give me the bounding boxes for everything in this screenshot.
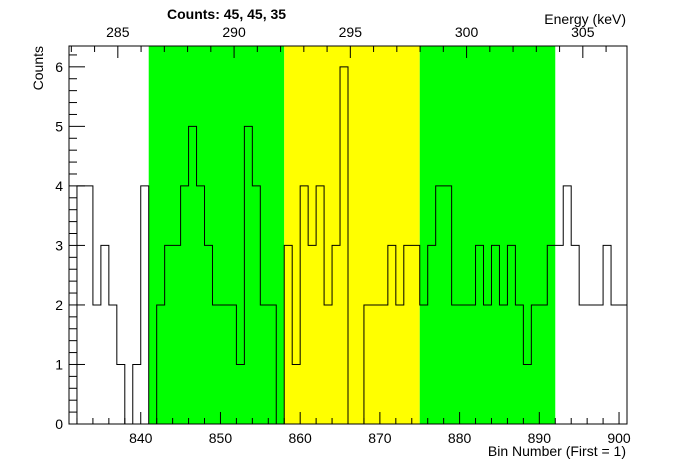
x-tick-label: 890 — [528, 430, 552, 446]
highlight-regions — [148, 46, 556, 424]
x-tick-label: 870 — [368, 430, 392, 446]
histogram-outline — [69, 66, 628, 425]
region-1 — [284, 46, 420, 424]
region-0 — [148, 46, 285, 424]
y-tick-label: 3 — [55, 237, 63, 253]
x2-tick-label: 285 — [106, 24, 130, 40]
top-axis-ticks: 285 290 295 300 305 — [70, 24, 607, 58]
y-tick-label: 1 — [55, 356, 63, 372]
bottom-axis-ticks: 840 850 860 870 880 890 900 — [76, 412, 631, 446]
y-tick-label: 5 — [55, 118, 63, 134]
y-axis-title: Counts — [30, 46, 46, 90]
x2-tick-label: 300 — [455, 24, 479, 40]
x-axis-title: Bin Number (First = 1) — [488, 443, 626, 459]
x2-tick-label: 305 — [571, 24, 595, 40]
region-2 — [419, 46, 556, 424]
y-tick-label: 2 — [55, 297, 63, 313]
x2-tick-label: 295 — [339, 24, 363, 40]
left-axis-ticks: 0 1 2 3 4 5 6 — [55, 54, 85, 432]
x-tick-label: 840 — [129, 430, 153, 446]
x2-tick-label: 290 — [222, 24, 246, 40]
y-tick-label: 0 — [55, 416, 63, 432]
x-tick-label: 860 — [288, 430, 312, 446]
y-tick-label: 6 — [55, 59, 63, 75]
y-tick-label: 4 — [55, 178, 63, 194]
x-tick-label: 900 — [607, 430, 631, 446]
x-tick-label: 880 — [448, 430, 472, 446]
x-tick-label: 850 — [209, 430, 233, 446]
counts-title: Counts: 45, 45, 35 — [167, 6, 286, 22]
top-axis-title: Energy (keV) — [544, 11, 626, 27]
